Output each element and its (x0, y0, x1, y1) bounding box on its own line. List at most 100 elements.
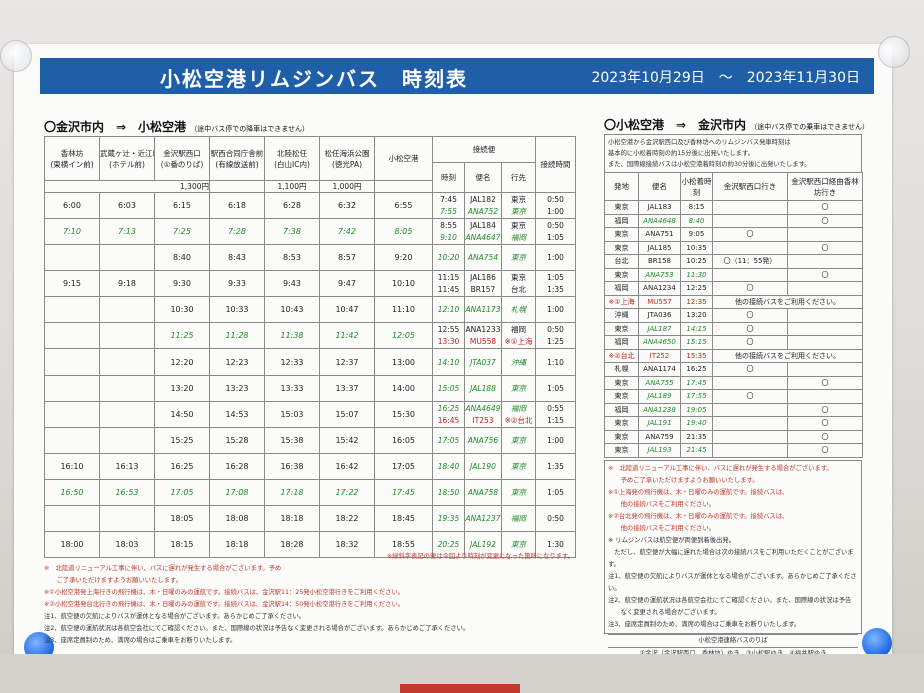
to-korinbo (787, 281, 863, 296)
arrival-time: 10:35 (680, 240, 713, 255)
time-row: 12:20 12:23 12:33 12:37 13:00 14:10 JTA037 沖縄 1:… (44, 348, 577, 376)
origin: 東京 (604, 375, 639, 390)
flight-number: ANA754 (464, 244, 502, 271)
departure-time: 12:23 (209, 348, 265, 376)
right-section-heading: 〇小松空港 ⇒ 金沢市内 (604, 118, 747, 132)
destination: 東京 (500, 375, 537, 402)
time-row: 7:55 ANA752 東京 1:00 (45, 205, 577, 219)
intro-line: また、国際線接続バスは小松空港着時刻の約30分後に出発いたします。 (608, 161, 811, 168)
departure-time (44, 296, 100, 323)
destination: 福岡 (500, 322, 537, 336)
wait-header: 接続時間 (535, 136, 577, 193)
flight-time: 11:45 (432, 283, 465, 297)
arrival-time: 21:45 (680, 443, 713, 458)
departure-time (44, 427, 100, 454)
note-line: ※ 北陸道リニューアル工事に伴い、バスに遅れが発生する場合がございます。 (608, 465, 833, 472)
departure-time: 6:55 (374, 192, 433, 219)
fare-1300: 1,300円 (44, 180, 210, 193)
note-line: 予めご了承いただけますようお願いいたします。 (608, 477, 759, 484)
arrival-row: 東京 JAL183 8:15 〇 (604, 200, 863, 215)
stop-header: 駅西合同庁舎前 (有線放送前) (209, 136, 265, 181)
stop-header: 武蔵ヶ辻・近江町市場(ホテル前) (99, 136, 155, 181)
departure-time: 11:25 (154, 322, 210, 349)
to-korinbo: 〇 (787, 240, 863, 255)
note-line: ※②台北発の飛行機は、木・日曜のみの運航です。接続バスは、 (608, 513, 789, 520)
connection-time: 1:00 (535, 427, 577, 454)
stop-name: 北陸松任 (277, 148, 307, 158)
note-line: 注3、座席定員制のため、満席の場合はご乗車をお断りいたします。 (608, 621, 801, 628)
to-korinbo (787, 254, 863, 269)
flight-number: ANA753 (638, 267, 681, 282)
flight-number: ANA4647 (464, 231, 502, 245)
bus-note: 他の接続バスをご利用ください。 (712, 294, 863, 309)
note-line: ※ 北陸道リニューアル工事に伴い、バスに遅れが発生する場合がございます。予め (44, 565, 282, 572)
departure-time (99, 375, 155, 402)
departure-time (99, 401, 155, 428)
stop-sub: (ホテル前) (109, 159, 145, 169)
destination: 東京 (500, 205, 537, 219)
departure-time: 10:10 (374, 270, 433, 297)
stop-sub: (東横イン前) (50, 159, 94, 169)
destination: 東京 (500, 244, 537, 271)
column-header: 金沢駅西口経由香林坊行き (787, 172, 863, 201)
title-banner: 小松空港リムジンバス 時刻表 2023年10月29日 ～ 2023年11月30日 (40, 58, 874, 94)
arrival-row: 東京 ANA759 21:35 〇 (604, 429, 863, 444)
flight-number: ANA751 (638, 227, 681, 242)
destination: 福岡 (500, 231, 537, 245)
to-kanazawa-station: 〇 (712, 335, 788, 350)
note-line: 注1、航空便の欠航によりバスが運休となる場合がございます。あらかじめご了承くださ… (44, 613, 306, 620)
arrival-row: ※①上海 MU557 12:35 他の接続バスをご利用ください。 (604, 294, 863, 309)
departure-time: 15:28 (209, 427, 265, 454)
departure-time (99, 505, 155, 532)
note-line: ※①上海発の飛行機は、木・日曜のみの運航です。接続バスは、 (608, 489, 789, 496)
to-kanazawa-station: 〇 (712, 281, 788, 296)
to-korinbo (787, 335, 863, 350)
flight-number: JAL193 (638, 443, 681, 458)
departure-time: 8:40 (154, 244, 210, 271)
departure-time: 18:28 (264, 531, 320, 558)
bus-stops-list: ①金沢（金沢駅西口、香林坊）ゆき ③小松駅ゆき ④福井駅ゆき (608, 647, 858, 660)
to-kanazawa-station (712, 375, 788, 390)
to-kanazawa-station (712, 443, 788, 458)
flight-number: JAL187 (638, 321, 681, 336)
note-line: 注2、航空便の運航状況は各航空会社にてご確認ください。また、国際線の状況は予告 (608, 597, 852, 604)
left-notes: ※緑斜字表記の便は今回より時刻が変更になった箇所になります。 ※ 北陸道リニュー… (44, 551, 574, 647)
arrival-time: 8:15 (680, 200, 713, 215)
arrival-row: 東京 ANA755 17:45 〇 (604, 375, 863, 390)
departure-time: 18:05 (154, 505, 210, 532)
origin: 東京 (604, 321, 639, 336)
red-object (400, 684, 520, 693)
departure-time: 11:38 (264, 322, 320, 349)
column-header: 便名 (638, 172, 681, 201)
origin: 東京 (604, 240, 639, 255)
arrival-time: 19:40 (680, 416, 713, 431)
departure-time: 13:33 (264, 375, 320, 402)
origin: ※②台北 (604, 348, 639, 363)
note-line: 注3、座席定員制のため、満席の場合はご乗車をお断りいたします。 (44, 637, 237, 644)
departure-time: 14:53 (209, 401, 265, 428)
destination: 台北 (500, 283, 537, 297)
departure-time: 9:47 (319, 270, 375, 297)
to-kanazawa-station: 〇 (712, 227, 788, 242)
departure-time: 13:23 (209, 375, 265, 402)
origin: 東京 (604, 443, 639, 458)
pin-top-left (0, 40, 32, 72)
origin: 札幌 (604, 362, 639, 377)
departure-time: 11:10 (374, 296, 433, 323)
departure-time: 11:42 (319, 322, 375, 349)
departure-time: 6:15 (154, 192, 210, 219)
departure-time: 13:20 (154, 375, 210, 402)
connection-time: 0:50 (535, 218, 577, 232)
flight-time: 7:45 (432, 192, 465, 206)
arrival-row: 東京 JAL193 21:45 〇 (604, 443, 863, 458)
departure-time: 18:15 (154, 531, 210, 558)
note-line: 注1、航空便の欠航によりバスが運休となる場合がございます。あらかじめご了承くださ… (608, 573, 857, 592)
to-kanazawa-station (712, 200, 788, 215)
departure-time (99, 322, 155, 349)
arrival-time: 12:25 (680, 281, 713, 296)
flight-number: IT253 (464, 414, 502, 428)
origin: 台北 (604, 254, 639, 269)
departure-time: 16:53 (99, 479, 155, 506)
departure-time: 17:45 (374, 479, 433, 506)
origin: 東京 (604, 200, 639, 215)
